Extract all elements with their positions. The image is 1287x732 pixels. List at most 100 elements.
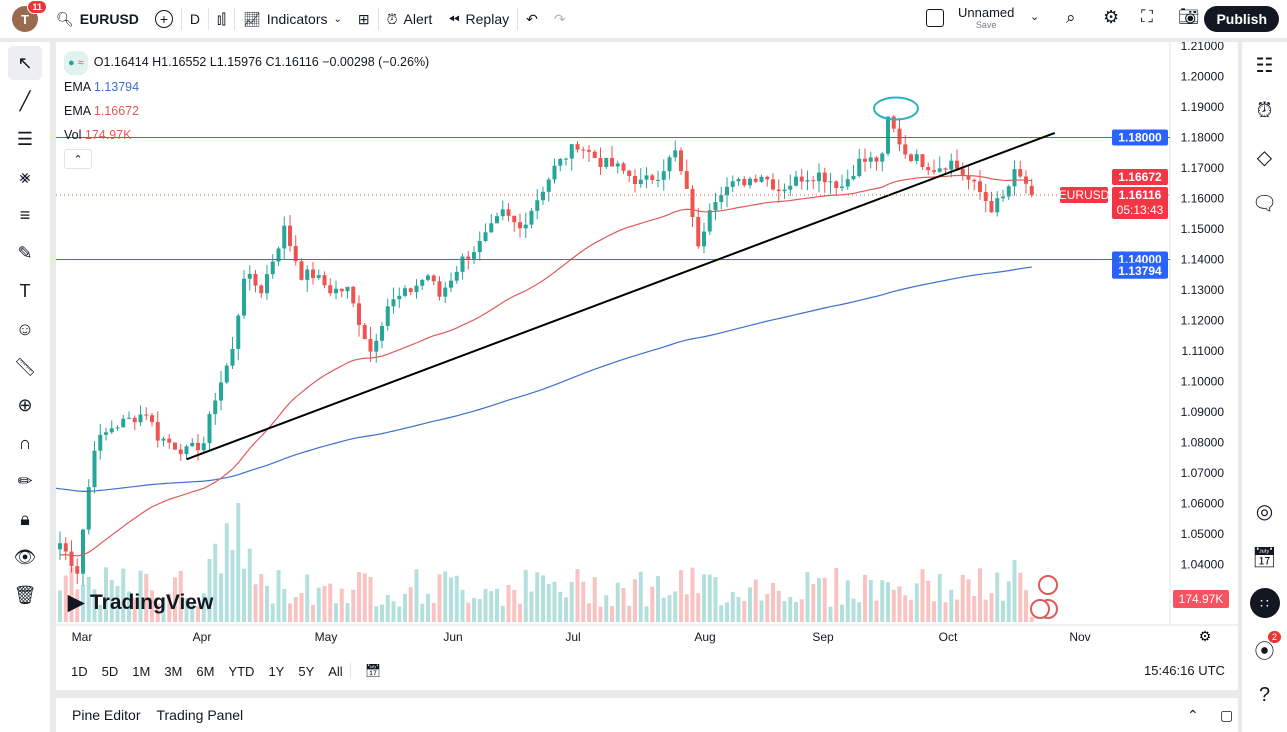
chat-icon[interactable]: 🗨︎ [1251,192,1278,215]
target-icon[interactable]: ◎ [1255,500,1274,523]
candle-body [518,222,522,229]
undo-button[interactable]: ↶ [518,0,546,38]
emoji-tool-icon[interactable]: ☺ [15,318,35,339]
pine-editor-tab[interactable]: Pine Editor [72,707,141,723]
volume-bar [408,587,413,622]
volume-bar [397,606,402,622]
range-6m[interactable]: 6M [196,663,215,679]
pattern-tool-icon[interactable]: ⨳ [19,166,31,187]
volume-bar [937,573,942,622]
volume-bar [178,570,183,622]
publish-button[interactable]: Publish [1204,6,1279,32]
avatar[interactable]: T 11 [12,0,47,32]
volume-bar [1006,581,1011,622]
date-range-icon[interactable]: 📅︎ [349,663,389,679]
candle-body [443,287,448,297]
volume-bar [63,575,68,622]
fullscreen-icon[interactable]: ⛶ [1141,7,1153,26]
symbol-search[interactable]: 🔍︎ EURUSD [48,0,147,38]
fib-tool-icon[interactable]: ≡ [19,204,31,225]
volume-bar [610,606,614,622]
volume-bar [523,569,528,622]
products-icon[interactable]: ∷ [1242,580,1287,626]
indicators-button[interactable]: 📈︎ Indicators ⌄ [235,0,350,38]
range-5y[interactable]: 5Y [298,663,315,679]
watchlist-icon[interactable]: ☷ [1255,54,1274,77]
range-5d[interactable]: 5D [101,663,119,679]
volume-bar [518,603,522,622]
volume-bar [759,600,764,622]
layout-icon[interactable] [926,9,944,27]
eye-icon[interactable]: 👁︎ [13,546,37,567]
trendline-tool-icon[interactable]: ╱ [19,90,31,111]
clock[interactable]: 15:46:16 UTC [1144,663,1225,678]
candle-body [138,414,143,423]
candle-body [495,216,499,224]
alert-button[interactable]: ⏰︎ Alert [379,0,441,38]
magnet-icon[interactable]: ∩ [18,432,32,453]
layout-name-button[interactable]: Unnamed Save [958,6,1014,32]
horizontal-lines-tool-icon[interactable]: ☰ [16,128,34,149]
volume-bar [1018,572,1023,622]
quick-search-icon[interactable]: ⌕ [1066,8,1076,27]
broadcast-icon[interactable]: ⦿ 2 [1242,626,1287,672]
range-1y[interactable]: 1Y [268,663,285,679]
candle-body [1006,186,1011,197]
volume-bar [460,589,465,622]
interval-button[interactable]: D [182,0,208,38]
range-1d[interactable]: 1D [71,663,88,679]
cursor-tool-icon[interactable]: ↖ [8,46,42,80]
lock-drawing-icon[interactable]: ✏ [17,470,33,491]
candle-body [483,232,488,241]
volume-bar [765,593,770,622]
camera-icon[interactable]: 📷︎ [1178,7,1200,26]
volume-bar [914,583,919,622]
collapse-legend-button[interactable]: ⌃ [64,149,92,169]
templates-button[interactable]: ⊞ [350,0,378,38]
ruler-tool-icon[interactable]: 📏︎ [13,356,37,377]
layers-icon[interactable]: ◇ [1256,146,1273,169]
trash-icon[interactable]: 🗑︎ [13,584,37,605]
range-1m[interactable]: 1M [132,663,151,679]
redo-icon: ↷ [553,10,566,27]
range-all[interactable]: All [328,663,343,679]
text-tool-icon[interactable]: T [19,280,31,301]
price-tick-label: 1.05000 [1181,527,1225,541]
candle-body [575,144,580,150]
candle-body [368,339,373,352]
trading-panel-tab[interactable]: Trading Panel [156,707,244,723]
candle-body [627,170,632,177]
collapse-icon[interactable]: ⌃ [1187,706,1199,723]
brush-tool-icon[interactable]: ✎ [17,242,33,263]
ema-label[interactable]: EMA [64,80,91,94]
volume-label[interactable]: Vol [64,128,82,142]
candle-body [673,150,678,158]
candle-body [834,181,839,189]
candle-body [219,382,223,401]
settings-icon[interactable]: ⚙ [1103,7,1120,27]
alerts-icon[interactable]: ⏰︎ [1256,99,1273,122]
range-3m[interactable]: 3M [164,663,183,679]
chevron-down-icon[interactable]: ⌄ [1030,11,1040,23]
volume-bar [109,579,114,622]
calendar-icon[interactable]: 📅︎ [1251,546,1278,569]
zoom-in-tool-icon[interactable]: ⊕ [17,394,33,415]
volume-bar [880,580,885,622]
lock-icon[interactable]: 🔒︎ [20,508,30,529]
axis-settings-icon[interactable]: ⚙ [1199,628,1212,644]
candle-body [748,178,752,186]
ema-label[interactable]: EMA [64,104,91,118]
volume-bar [196,605,200,622]
volume-bar [173,577,177,622]
range-ytd[interactable]: YTD [228,663,255,679]
maximize-icon[interactable]: ▢ [1220,706,1234,723]
redo-button[interactable]: ↷ [546,0,574,38]
price-chart[interactable]: 1.21000 1.20000 1.19000 1.18000 1.17000 1.160… [56,42,1238,654]
candle-body [667,157,672,172]
compare-button[interactable]: + [147,0,181,38]
volume-bar [638,571,643,622]
replay-button[interactable]: ⏪︎ Replay [440,0,517,38]
help-icon[interactable]: ? [1258,683,1271,706]
chart-type-button[interactable]: ⫾⫿ [209,0,234,38]
status-chip[interactable]: ● ≈ [64,51,88,75]
